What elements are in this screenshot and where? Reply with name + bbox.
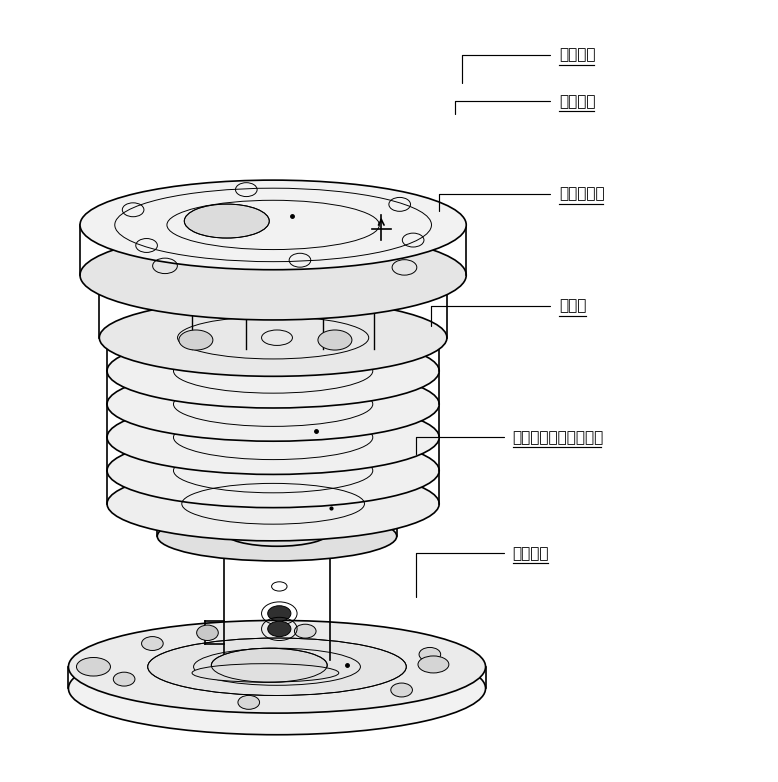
Ellipse shape [212, 648, 328, 682]
Ellipse shape [68, 642, 485, 735]
Ellipse shape [80, 231, 466, 320]
Ellipse shape [68, 620, 485, 713]
Ellipse shape [100, 233, 447, 310]
Ellipse shape [268, 621, 291, 637]
Ellipse shape [76, 658, 110, 676]
Ellipse shape [114, 673, 135, 686]
Text: 指北箭头: 指北箭头 [559, 94, 595, 109]
Ellipse shape [100, 299, 447, 376]
Ellipse shape [208, 493, 238, 511]
Ellipse shape [157, 479, 397, 529]
Ellipse shape [192, 664, 338, 682]
Ellipse shape [419, 647, 440, 662]
Ellipse shape [80, 180, 466, 270]
Ellipse shape [142, 637, 163, 651]
Ellipse shape [148, 638, 406, 695]
Ellipse shape [391, 683, 412, 697]
Ellipse shape [318, 330, 352, 350]
Ellipse shape [268, 606, 291, 621]
Ellipse shape [107, 400, 440, 475]
Ellipse shape [197, 625, 219, 640]
Text: 固定法兰: 固定法兰 [513, 546, 549, 561]
Ellipse shape [316, 493, 346, 511]
Ellipse shape [225, 518, 330, 547]
Ellipse shape [184, 204, 269, 238]
Ellipse shape [179, 330, 213, 350]
Text: 温度、湿度、气压监测: 温度、湿度、气压监测 [513, 430, 604, 445]
Ellipse shape [107, 300, 440, 375]
Text: 控制电路: 控制电路 [559, 48, 595, 63]
Ellipse shape [418, 656, 449, 673]
Ellipse shape [107, 467, 440, 541]
Ellipse shape [294, 624, 316, 638]
Text: 百叶筱: 百叶筱 [559, 299, 587, 314]
Ellipse shape [107, 367, 440, 441]
Ellipse shape [107, 433, 440, 508]
Ellipse shape [238, 695, 260, 709]
Text: 超声波探头: 超声波探头 [559, 187, 605, 202]
Ellipse shape [107, 334, 440, 408]
Ellipse shape [157, 511, 397, 561]
